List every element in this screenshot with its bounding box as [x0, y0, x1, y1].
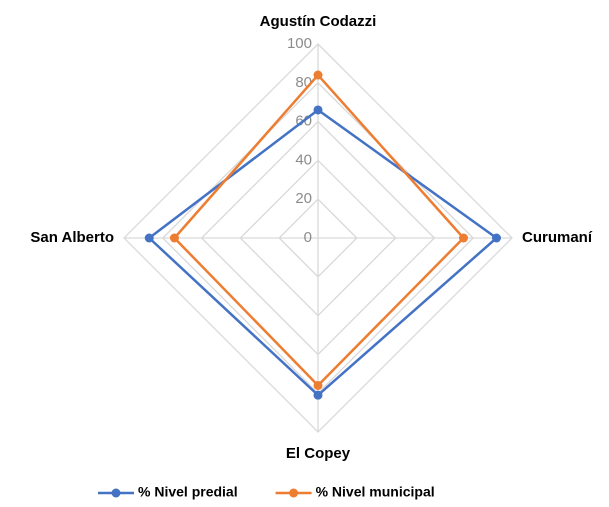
- category-label: Agustín Codazzi: [260, 13, 377, 30]
- series-marker: [169, 233, 179, 243]
- series-line: [147, 108, 498, 397]
- r-tick-label: 20: [295, 190, 312, 207]
- series-marker: [313, 70, 323, 80]
- category-label: San Alberto: [30, 229, 114, 246]
- category-label: El Copey: [286, 445, 351, 462]
- series-marker: [459, 233, 468, 243]
- legend-marker: [111, 488, 121, 498]
- series-marker: [491, 233, 501, 243]
- r-tick-label: 80: [295, 74, 312, 91]
- category-label: Curumaní: [522, 229, 593, 246]
- legend-marker: [289, 488, 299, 498]
- r-tick-label: 100: [287, 35, 312, 52]
- series-marker: [313, 380, 323, 390]
- series-marker: [313, 390, 323, 400]
- series-marker: [144, 233, 154, 243]
- series-line: [173, 73, 465, 387]
- legend-label: % Nivel municipal: [316, 484, 435, 500]
- legend-label: % Nivel predial: [138, 484, 238, 500]
- r-tick-label: 0: [304, 229, 312, 246]
- series-marker: [313, 105, 323, 115]
- r-tick-label: 40: [295, 151, 312, 168]
